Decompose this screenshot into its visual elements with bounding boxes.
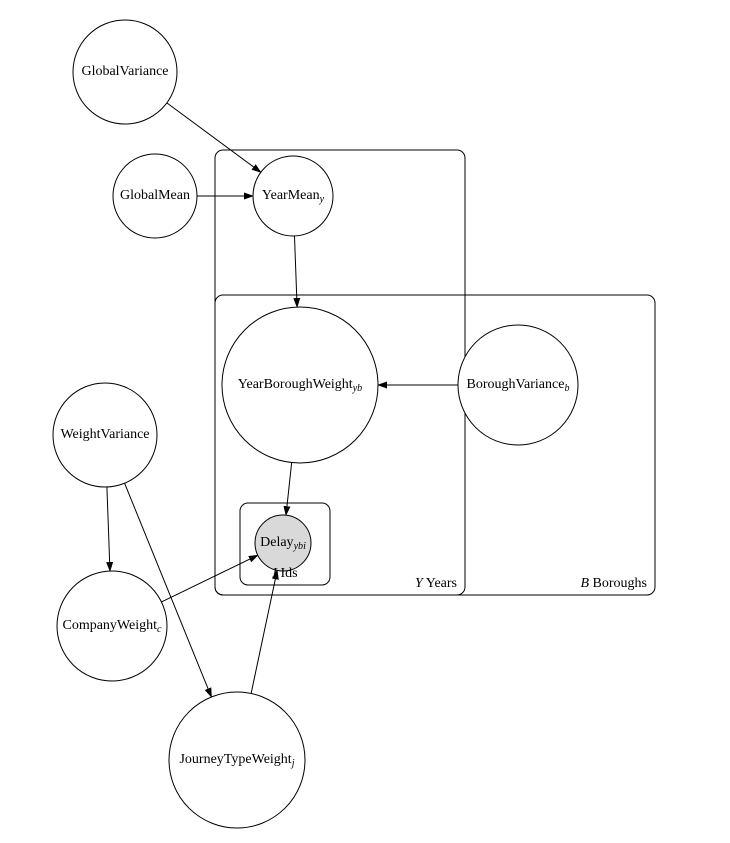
nodes-layer: GlobalVariance GlobalMean YearMeany YearBor…: [53, 20, 578, 828]
node-global_variance: GlobalVariance: [73, 20, 177, 124]
node-delay: Delayybi: [255, 515, 311, 571]
node-company_weight: CompanyWeightc: [57, 571, 167, 681]
node-label-borough_variance: BoroughVarianceb: [466, 377, 569, 394]
node-label-global_variance: GlobalVariance: [81, 64, 168, 79]
node-label-global_mean: GlobalMean: [120, 188, 190, 203]
plate-diagram: GlobalVariance GlobalMean YearMeany YearBor…: [0, 0, 730, 843]
node-label-weight_variance: WeightVariance: [60, 427, 149, 442]
node-global_mean: GlobalMean: [113, 154, 197, 238]
node-label-year_borough_wt: YearBoroughWeightyb: [238, 377, 362, 394]
edge-journey_type_wt-to-delay: [251, 570, 277, 693]
edge-weight_variance-to-company_weight: [107, 487, 110, 571]
edge-year_borough_wt-to-delay: [286, 463, 292, 516]
node-borough_variance: BoroughVarianceb: [458, 325, 578, 445]
node-year_mean: YearMeany: [253, 156, 333, 236]
plate-label-ids: I Ids: [271, 566, 297, 581]
plate-labels-layer: Y Years B Boroughs I Ids: [271, 566, 647, 591]
plate-label-boroughs: B Boroughs: [580, 576, 647, 591]
edge-global_variance-to-year_mean: [167, 103, 261, 172]
node-label-year_mean: YearMeany: [262, 188, 325, 205]
node-label-journey_type_wt: JourneyTypeWeightj: [179, 752, 294, 769]
edge-year_mean-to-year_borough_wt: [294, 236, 297, 307]
node-label-company_weight: CompanyWeightc: [62, 618, 162, 635]
plate-label-years: Y Years: [415, 576, 457, 591]
node-journey_type_wt: JourneyTypeWeightj: [169, 692, 305, 828]
node-weight_variance: WeightVariance: [53, 383, 157, 487]
node-year_borough_wt: YearBoroughWeightyb: [222, 307, 378, 463]
